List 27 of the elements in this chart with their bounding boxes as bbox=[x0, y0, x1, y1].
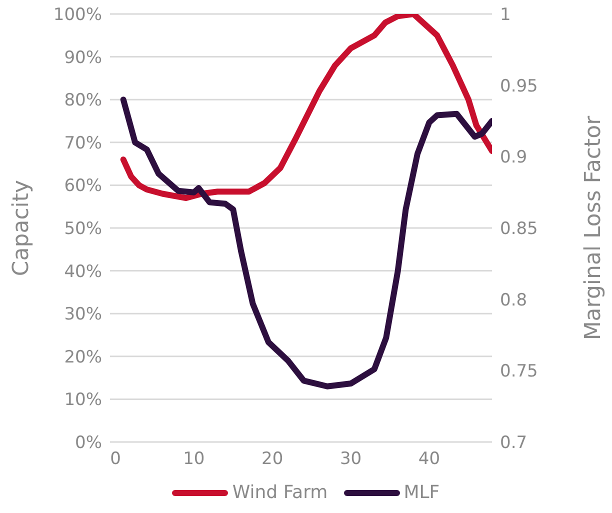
y2-axis-title: Marginal Loss Factor bbox=[580, 114, 606, 340]
y-tick-label: 70% bbox=[64, 133, 102, 154]
y-tick-label: 80% bbox=[64, 90, 102, 111]
y-tick-label: 60% bbox=[64, 176, 102, 196]
legend-label: MLF bbox=[404, 482, 440, 503]
y-tick-label: 30% bbox=[64, 304, 102, 325]
y-tick-label: 20% bbox=[64, 347, 102, 368]
y-tick-label: 50% bbox=[64, 219, 102, 240]
y2-tick-label: 0.95 bbox=[500, 76, 538, 96]
y-tick-label: 90% bbox=[64, 48, 102, 68]
y2-tick-label: 1 bbox=[500, 5, 511, 26]
y-tick-label: 10% bbox=[64, 390, 102, 410]
x-tick-label: 20 bbox=[262, 449, 284, 469]
x-tick-label: 10 bbox=[183, 449, 205, 469]
y2-tick-label: 0.85 bbox=[500, 219, 538, 240]
y-tick-label: 100% bbox=[53, 5, 102, 26]
x-tick-label: 30 bbox=[340, 449, 362, 469]
y-tick-label: 0% bbox=[75, 433, 102, 454]
y2-tick-label: 0.9 bbox=[500, 148, 528, 168]
x-tick-label: 40 bbox=[418, 449, 440, 469]
y-axis-title: Capacity bbox=[8, 180, 34, 276]
y2-tick-label: 0.8 bbox=[500, 290, 528, 310]
y2-tick-label: 0.7 bbox=[500, 433, 528, 454]
legend-label: Wind Farm bbox=[232, 482, 328, 503]
y-tick-label: 40% bbox=[64, 262, 102, 282]
y2-tick-label: 0.75 bbox=[500, 362, 538, 382]
x-tick-label: 0 bbox=[110, 449, 121, 469]
